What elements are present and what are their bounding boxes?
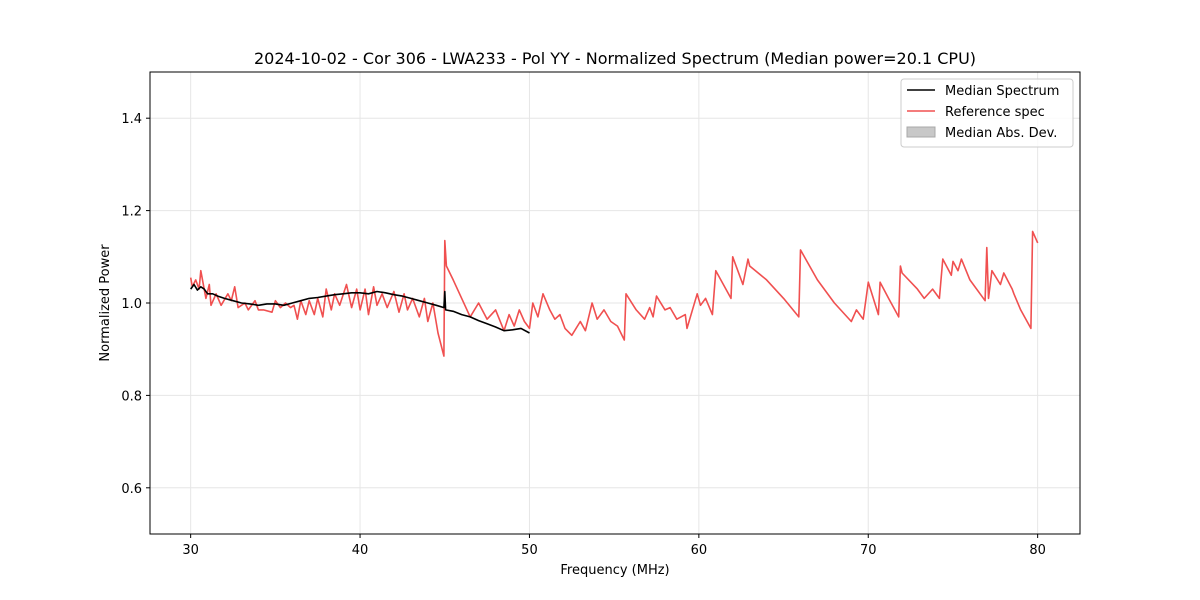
- y-tick-label: 1.2: [121, 205, 142, 220]
- legend-label-median-abs-dev: Median Abs. Dev.: [945, 126, 1057, 141]
- x-tick-label: 30: [182, 543, 199, 558]
- series-line-median-spectrum: [190, 283, 530, 334]
- y-tick-label: 1.0: [121, 297, 142, 312]
- legend: Median Spectrum Reference spec Median Ab…: [900, 78, 1074, 148]
- chart-title: 2024-10-02 - Cor 306 - LWA233 - Pol YY -…: [254, 49, 976, 68]
- legend-box: [900, 78, 1074, 148]
- plot-area: [189, 230, 1039, 357]
- x-tick-label: 40: [352, 543, 369, 558]
- y-axis-label: Normalized Power: [98, 244, 113, 362]
- y-tick-label: 1.4: [121, 112, 142, 127]
- legend-swatch-median-abs-dev: [906, 126, 936, 138]
- y-axis: 0.6 0.8 1.0 1.2 1.4: [121, 112, 150, 497]
- series-line-reference-spec: [189, 230, 1039, 357]
- legend-label-median-spectrum: Median Spectrum: [945, 84, 1059, 99]
- y-tick-label: 0.6: [121, 482, 142, 497]
- x-tick-label: 60: [691, 543, 708, 558]
- x-tick-label: 70: [860, 543, 877, 558]
- x-axis: 30 40 50 60 70 80: [182, 534, 1046, 558]
- x-axis-label: Frequency (MHz): [560, 563, 669, 578]
- x-tick-label: 80: [1029, 543, 1046, 558]
- legend-label-reference-spec: Reference spec: [945, 105, 1045, 120]
- x-tick-label: 50: [521, 543, 538, 558]
- y-tick-label: 0.8: [121, 389, 142, 404]
